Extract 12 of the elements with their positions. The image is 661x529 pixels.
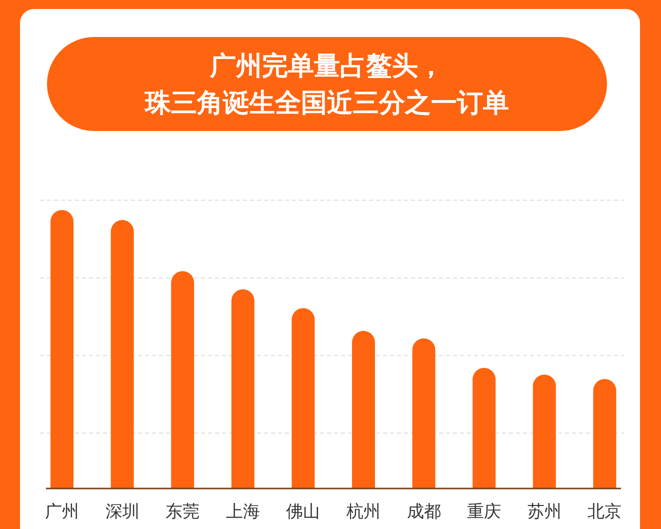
x-tick-label: 东莞 bbox=[166, 502, 200, 521]
x-tick-label: 上海 bbox=[226, 502, 260, 521]
chart-title: 广州完单量占鳌头，珠三角诞生全国近三分之一订单 bbox=[144, 50, 509, 118]
x-tick-label: 广州 bbox=[45, 502, 79, 521]
x-tick-label: 重庆 bbox=[467, 502, 502, 521]
title: 广州完单量占鳌头，珠三角诞生全国近三分之一订单 bbox=[47, 37, 607, 131]
x-tick-label: 佛山 bbox=[286, 502, 320, 521]
x-tick-label: 苏州 bbox=[527, 502, 562, 521]
x-tick-label: 杭州 bbox=[346, 502, 380, 521]
x-tick-label: 成都 bbox=[406, 502, 441, 521]
x-tick-label: 深圳 bbox=[105, 502, 140, 521]
x-tick-label: 北京 bbox=[588, 502, 622, 521]
